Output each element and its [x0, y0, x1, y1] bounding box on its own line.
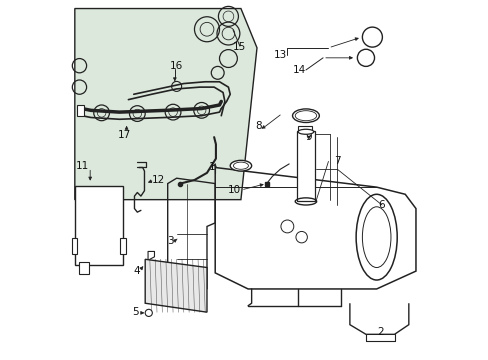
FancyBboxPatch shape	[120, 238, 125, 254]
Text: 14: 14	[293, 65, 306, 75]
Text: 4: 4	[133, 266, 140, 276]
FancyBboxPatch shape	[77, 105, 84, 116]
Circle shape	[362, 27, 382, 47]
Text: 6: 6	[378, 200, 385, 210]
Text: 10: 10	[227, 185, 241, 195]
Text: 11: 11	[75, 161, 88, 171]
Circle shape	[145, 309, 152, 316]
FancyBboxPatch shape	[71, 238, 77, 254]
Text: 2: 2	[376, 327, 383, 337]
Ellipse shape	[233, 162, 248, 169]
FancyBboxPatch shape	[296, 131, 314, 201]
Text: 3: 3	[166, 236, 173, 246]
Text: 7: 7	[333, 157, 340, 166]
Polygon shape	[145, 259, 206, 312]
FancyBboxPatch shape	[79, 262, 89, 274]
Ellipse shape	[230, 160, 251, 171]
FancyBboxPatch shape	[75, 186, 122, 265]
Text: 16: 16	[170, 61, 183, 71]
Text: 5: 5	[132, 307, 139, 317]
Text: 8: 8	[255, 121, 262, 131]
Text: 17: 17	[118, 130, 131, 140]
Text: 1: 1	[208, 162, 215, 172]
Ellipse shape	[298, 129, 313, 134]
Text: 13: 13	[273, 50, 286, 60]
Text: 9: 9	[305, 132, 311, 142]
Text: 15: 15	[233, 42, 246, 52]
Polygon shape	[75, 9, 257, 200]
Circle shape	[357, 49, 374, 66]
Text: 12: 12	[151, 175, 164, 185]
FancyBboxPatch shape	[298, 126, 312, 138]
